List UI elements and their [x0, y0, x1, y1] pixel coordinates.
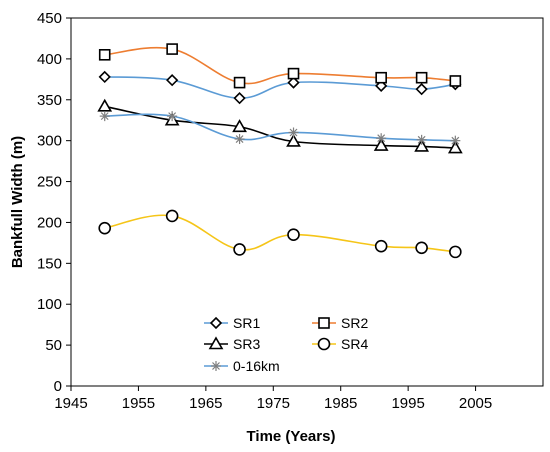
y-tick-label: 50 — [45, 337, 62, 354]
series-sr4 — [98, 209, 462, 259]
data-point-sr2 — [287, 67, 300, 80]
series-line-sr1 — [104, 76, 456, 99]
legend-item-sr1: SR1 — [204, 315, 260, 331]
data-point-0-16km — [376, 133, 387, 144]
data-point-0-16km — [288, 127, 299, 138]
y-tick-label: 250 — [37, 174, 62, 191]
legend-label-sr1: SR1 — [233, 315, 260, 331]
plot-area-frame — [70, 17, 544, 387]
legend-marker-sr2 — [318, 317, 330, 329]
data-point-sr4 — [415, 241, 428, 255]
series-sr3 — [97, 98, 463, 154]
data-point-sr4 — [287, 228, 300, 242]
data-point-sr3 — [232, 119, 247, 133]
series-0-16km — [99, 111, 461, 146]
x-tick-label: 1995 — [391, 395, 424, 412]
series-line-sr4 — [104, 214, 456, 253]
legend-marker-0-16km — [211, 361, 221, 371]
data-point-sr1 — [287, 76, 300, 89]
x-tick-label: 1985 — [324, 395, 357, 412]
y-tick-label: 350 — [37, 92, 62, 109]
y-tick-label: 0 — [54, 378, 62, 395]
legend-marker-sr1 — [209, 316, 223, 330]
data-point-sr2 — [415, 71, 428, 84]
x-tick-label: 1965 — [189, 395, 222, 412]
x-tick-label: 1945 — [54, 395, 87, 412]
data-point-sr1 — [415, 83, 428, 96]
data-point-sr1 — [233, 92, 246, 105]
y-tick-label: 150 — [37, 255, 62, 272]
y-tick-label: 200 — [37, 214, 62, 231]
legend-label-sr3: SR3 — [233, 336, 260, 352]
legend: SR1 SR2 SR3 SR4 0-16km — [204, 315, 368, 374]
y-tick-label: 300 — [37, 133, 62, 150]
data-point-sr1 — [98, 70, 111, 84]
series-sr2 — [98, 43, 462, 89]
legend-label-sr2: SR2 — [341, 315, 368, 331]
axes: 0 50 100 150 200 250 300 350 400 450 1945 1955 1965 1… — [37, 10, 492, 412]
data-point-0-16km — [450, 135, 461, 146]
legend-item-sr4: SR4 — [312, 336, 368, 352]
x-axis-title: Time (Years) — [247, 428, 336, 445]
data-point-sr3 — [286, 133, 301, 147]
legend-marker-sr4 — [317, 337, 331, 351]
data-point-sr3 — [414, 138, 430, 152]
data-point-sr4 — [233, 243, 246, 256]
series-sr1 — [98, 70, 462, 105]
data-point-0-16km — [167, 111, 178, 122]
data-point-sr4 — [449, 245, 462, 259]
x-tick-label: 2005 — [459, 395, 492, 412]
data-point-sr2 — [375, 71, 387, 84]
data-point-sr2 — [449, 75, 462, 87]
data-point-0-16km — [234, 134, 245, 145]
data-point-sr3 — [447, 140, 463, 154]
data-point-sr2 — [98, 48, 111, 61]
legend-label-sr4: SR4 — [341, 336, 368, 352]
data-point-0-16km — [416, 134, 427, 145]
data-point-sr4 — [98, 221, 112, 235]
data-point-sr4 — [165, 209, 179, 223]
data-point-0-16km — [99, 111, 110, 122]
series-line-sr3 — [104, 105, 456, 149]
legend-item-0-16km: 0-16km — [204, 358, 280, 374]
legend-marker-sr3 — [208, 336, 224, 350]
data-point-sr3 — [373, 137, 389, 151]
data-point-sr2 — [233, 76, 246, 89]
y-tick-label: 100 — [37, 296, 62, 313]
data-point-sr3 — [97, 98, 113, 112]
data-point-sr1 — [166, 74, 179, 87]
legend-item-sr2: SR2 — [312, 315, 368, 331]
data-point-sr2 — [166, 43, 178, 55]
legend-item-sr3: SR3 — [204, 336, 260, 352]
legend-label-0-16km: 0-16km — [233, 358, 280, 374]
series-lines — [97, 43, 463, 259]
x-tick-label: 1975 — [257, 395, 290, 412]
data-point-sr4 — [374, 239, 388, 253]
y-axis-title: Bankfull Width (m) — [9, 136, 26, 268]
x-tick-label: 1955 — [122, 395, 155, 412]
y-tick-label: 450 — [37, 10, 62, 27]
y-tick-label: 400 — [37, 51, 62, 68]
